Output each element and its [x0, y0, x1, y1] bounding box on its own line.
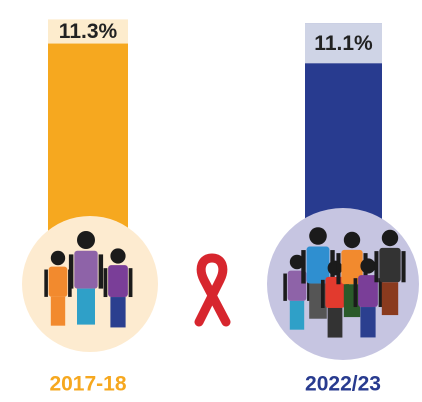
person-legs	[50, 296, 66, 326]
person-head	[50, 250, 66, 266]
person-arm	[103, 268, 108, 298]
person-arm	[307, 273, 311, 301]
value-label: 11.1%	[314, 32, 373, 55]
red-ribbon	[194, 253, 231, 327]
person-body	[358, 275, 378, 308]
person-arm	[44, 269, 48, 297]
person-arm	[68, 254, 74, 289]
person-body	[325, 276, 345, 308]
category-label: 2017-18	[49, 373, 126, 396]
person-legs	[289, 300, 305, 330]
person-arm	[301, 250, 306, 284]
person-head	[381, 229, 399, 247]
person-legs	[327, 307, 343, 338]
person-body	[379, 247, 401, 283]
value-label-box	[48, 19, 128, 44]
person-arm	[378, 278, 383, 308]
value-label: 11.3%	[59, 20, 118, 43]
person-arm	[98, 254, 104, 289]
person-arm	[128, 268, 133, 298]
person-legs	[110, 297, 126, 328]
person-arm	[374, 251, 379, 283]
person-arm	[353, 278, 358, 308]
person-head	[360, 258, 376, 274]
person-legs	[381, 282, 399, 316]
person-body	[341, 249, 363, 285]
bars: 11.3% 11.1%	[48, 19, 382, 233]
person-head	[289, 254, 305, 270]
person-legs	[360, 307, 376, 338]
person-body	[74, 250, 98, 289]
person-arm	[401, 251, 406, 283]
value-label-box	[305, 23, 382, 64]
person-body	[306, 246, 330, 284]
category-label: 2022/23	[305, 373, 381, 396]
person-arm	[283, 273, 287, 301]
person-legs	[77, 288, 95, 325]
person-body	[108, 265, 128, 298]
person-head	[110, 248, 126, 264]
person-body	[48, 266, 68, 297]
labels: 2017-18 2022/23	[49, 373, 381, 396]
people-illustration	[44, 227, 406, 338]
person-arm	[320, 279, 325, 308]
bar	[48, 19, 128, 233]
person-head	[343, 231, 361, 249]
person-legs	[343, 284, 361, 318]
person-arm	[336, 253, 341, 285]
person-head	[77, 231, 95, 249]
person-head	[309, 227, 327, 245]
